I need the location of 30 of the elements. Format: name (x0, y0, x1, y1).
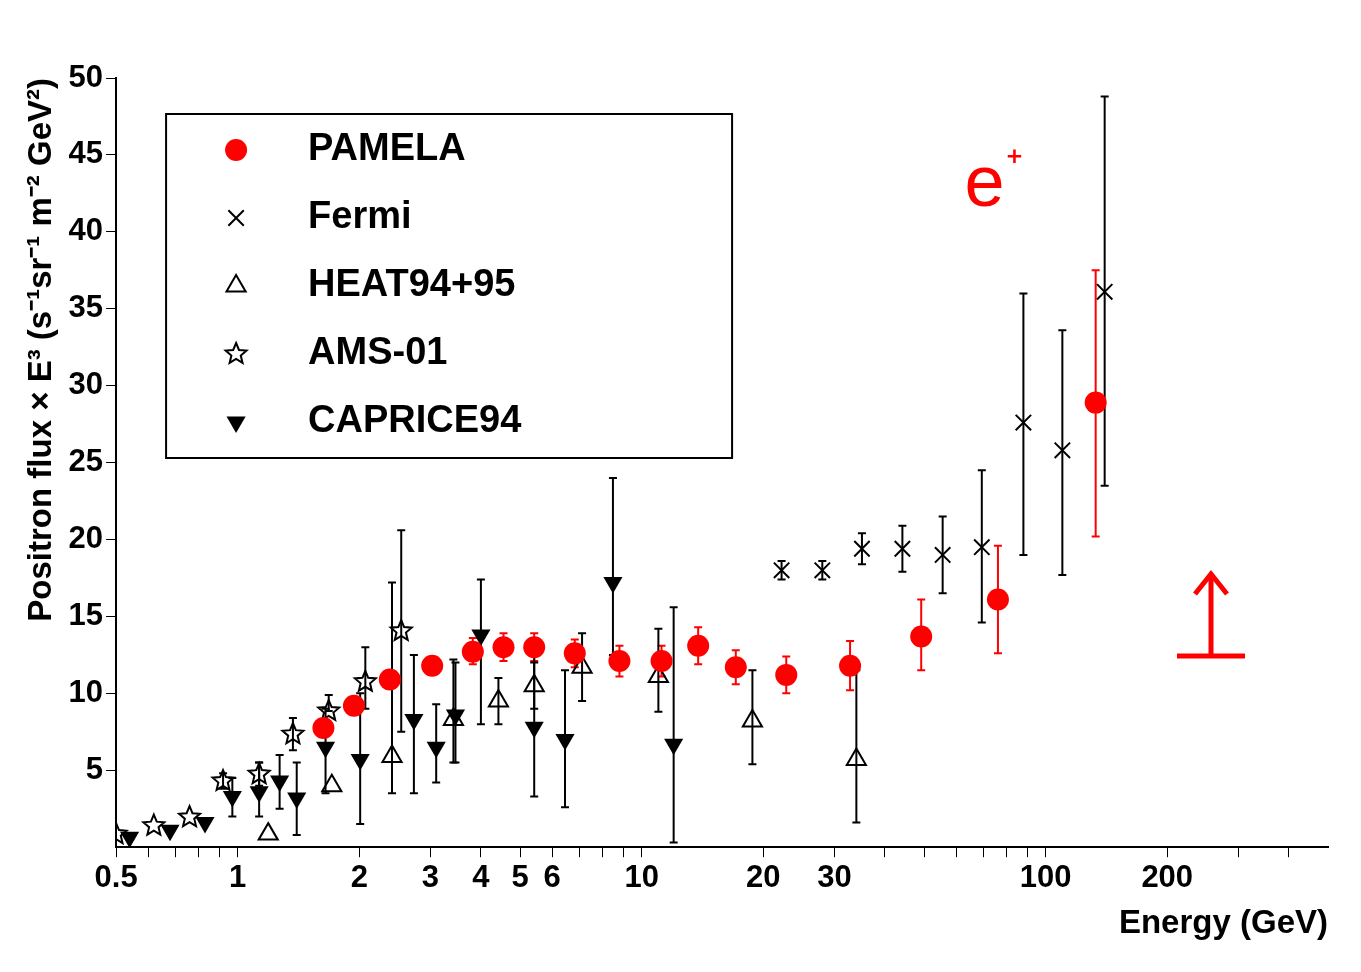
y-axis-title: Positron flux × E³ (s⁻¹sr⁻¹ m⁻² GeV²) (20, 78, 58, 622)
x-tick-label: 3 (421, 859, 440, 895)
annotation: e⁺ (964, 141, 1024, 221)
legend-label: Fermi (308, 194, 412, 237)
y-tick-label: 45 (68, 135, 104, 171)
y-tick-label: 40 (68, 212, 104, 248)
x-tick-label: 20 (746, 859, 781, 895)
x-tick-label: 6 (543, 859, 561, 895)
y-tick-label: 10 (68, 673, 104, 709)
y-tick-label: 20 (68, 520, 104, 556)
y-tick-label: 50 (68, 58, 104, 94)
x-tick-label: 200 (1141, 859, 1194, 895)
x-axis-title: Energy (GeV) (1118, 903, 1328, 941)
x-tick-label: 0.5 (94, 859, 138, 895)
x-tick-label: 10 (624, 859, 659, 895)
x-tick-label: 1 (229, 859, 247, 895)
legend-label: HEAT94+95 (308, 262, 516, 305)
x-tick-label: 5 (511, 859, 529, 895)
y-tick-label: 30 (68, 366, 104, 402)
x-tick-label: 30 (817, 859, 852, 895)
x-tick-label: 100 (1019, 859, 1072, 895)
x-tick-label: 2 (350, 859, 368, 895)
y-tick-label: 15 (68, 596, 104, 632)
x-tick-label: 4 (472, 859, 491, 895)
y-tick-label: 25 (68, 443, 104, 479)
legend-label: PAMELA (308, 126, 466, 169)
y-tick-label: 5 (85, 750, 104, 786)
y-tick-label: 35 (68, 289, 104, 325)
legend-label: CAPRICE94 (308, 398, 522, 441)
legend-label: AMS-01 (308, 330, 448, 373)
